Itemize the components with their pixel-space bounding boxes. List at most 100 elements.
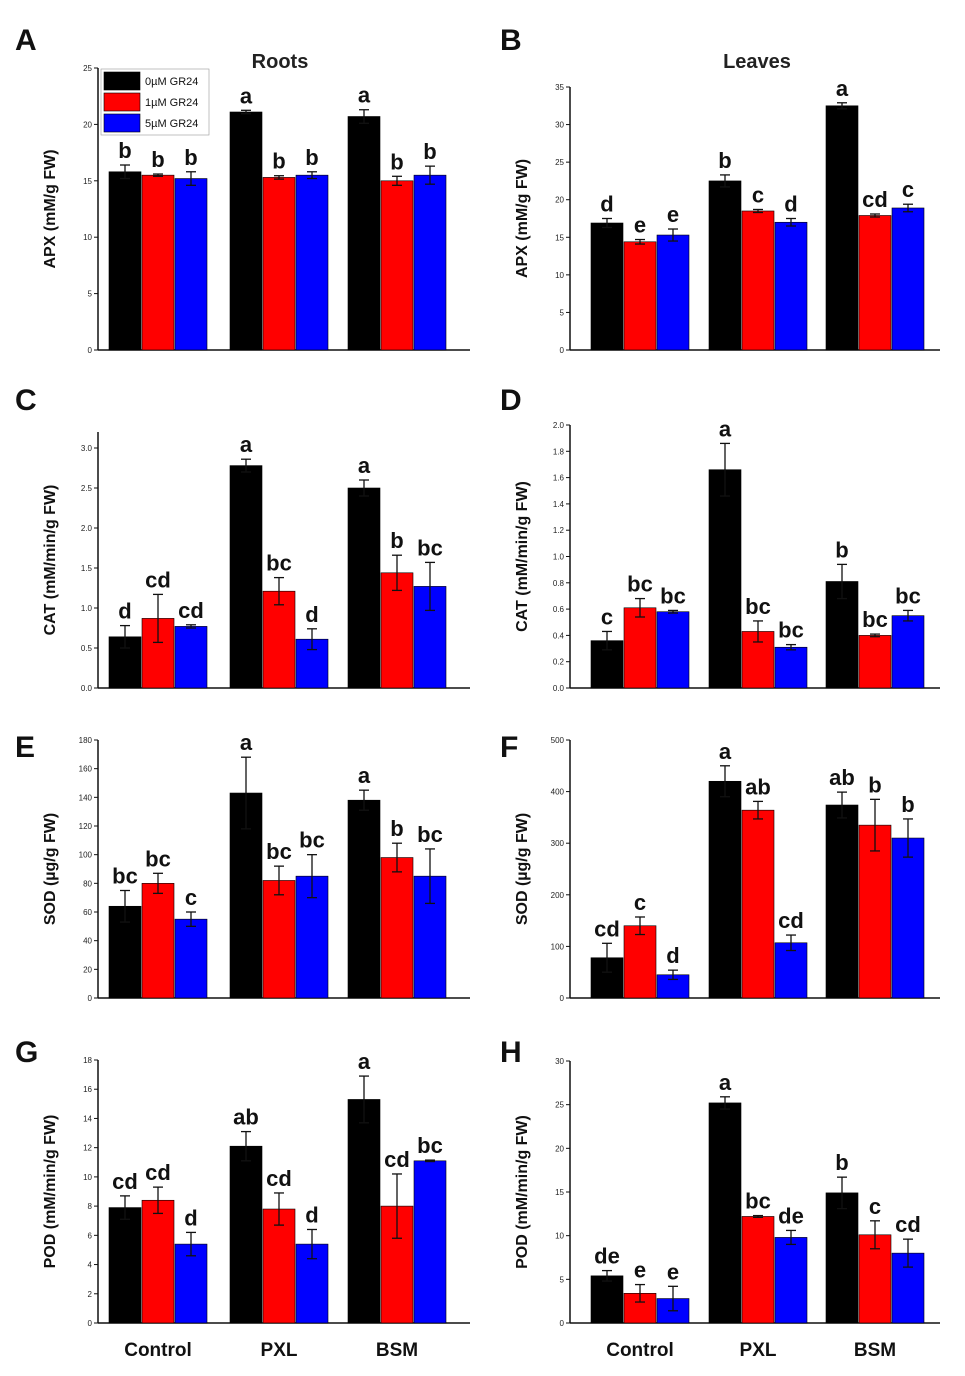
bar [858, 215, 892, 351]
significance-label: cd [862, 187, 888, 212]
y-tick-label: 140 [79, 793, 93, 802]
significance-label: b [868, 772, 881, 797]
significance-label: a [240, 730, 253, 755]
significance-label: cd [384, 1147, 410, 1172]
bar [141, 1199, 175, 1324]
significance-label: cd [778, 908, 804, 933]
y-tick-label: 1.8 [553, 447, 565, 456]
y-axis-label: POD (mM/min/g FW) [42, 1115, 59, 1269]
y-axis-label: CAT (mM/min/g FW) [514, 481, 531, 632]
bar [858, 1234, 892, 1324]
bar [774, 1237, 808, 1324]
significance-label: a [836, 76, 849, 101]
bar [708, 469, 742, 689]
bar [229, 1145, 263, 1324]
bar [380, 857, 414, 999]
significance-label: bc [266, 551, 292, 576]
significance-label: b [718, 148, 731, 173]
y-tick-label: 0 [88, 346, 93, 355]
bar [708, 180, 742, 351]
bar [708, 780, 742, 999]
bar [174, 1243, 208, 1324]
category-label: PXL [740, 1340, 777, 1361]
significance-label: cd [895, 1212, 921, 1237]
significance-label: bc [745, 1189, 771, 1214]
y-tick-label: 25 [555, 1101, 564, 1110]
significance-label: ab [829, 765, 855, 790]
significance-label: ab [233, 1105, 259, 1130]
significance-label: a [358, 83, 371, 108]
y-tick-label: 0.8 [553, 579, 565, 588]
panel-c: C 0.0 0.5 1.0 1.5 2.0 2.5 3.0 CAT (mM/min/g FW) d… [15, 384, 470, 693]
y-tick-label: 1.4 [553, 500, 565, 509]
bar [774, 221, 808, 351]
bar [590, 957, 624, 999]
significance-label: b [390, 149, 403, 174]
significance-label: e [634, 213, 646, 238]
significance-label: d [118, 599, 131, 624]
bar [858, 635, 892, 689]
significance-label: c [634, 890, 646, 915]
y-tick-label: 60 [83, 908, 92, 917]
bar [174, 626, 208, 689]
significance-label: bc [778, 618, 804, 643]
bar [858, 824, 892, 999]
y-tick-label: 25 [83, 64, 92, 73]
bar [262, 1208, 296, 1324]
panel-letter: D [500, 384, 522, 417]
bar [141, 883, 175, 999]
significance-label: cd [178, 598, 204, 623]
significance-label: a [719, 416, 732, 441]
y-tick-label: 0 [88, 1319, 93, 1328]
y-axis-label: APX (mM/g FW) [42, 149, 59, 268]
bar [229, 111, 263, 351]
significance-label: bc [266, 839, 292, 864]
y-axis-label: CAT (mM/min/g FW) [42, 485, 59, 636]
y-tick-label: 4 [88, 1261, 93, 1270]
bar [741, 809, 775, 999]
y-tick-label: 1.6 [553, 474, 565, 483]
y-tick-label: 20 [555, 196, 564, 205]
bar [413, 174, 447, 351]
significance-label: c [752, 182, 764, 207]
bar [347, 487, 381, 689]
category-label: PXL [261, 1340, 298, 1361]
y-tick-label: 14 [83, 1114, 92, 1123]
bar [741, 1216, 775, 1324]
bar [380, 180, 414, 351]
significance-label: cd [145, 567, 171, 592]
bar [229, 465, 263, 689]
bar [623, 607, 657, 689]
significance-label: c [185, 885, 197, 910]
y-tick-label: 6 [88, 1231, 93, 1240]
y-tick-label: 18 [83, 1056, 92, 1065]
significance-label: d [666, 943, 679, 968]
y-tick-label: 300 [551, 839, 565, 848]
y-tick-label: 100 [79, 851, 93, 860]
y-tick-label: 12 [83, 1144, 92, 1153]
bar [656, 611, 690, 689]
y-tick-label: 180 [79, 736, 93, 745]
y-tick-label: 0 [560, 1319, 565, 1328]
bar [891, 207, 925, 351]
y-tick-label: 200 [551, 891, 565, 900]
y-tick-label: 10 [555, 1232, 564, 1241]
y-tick-label: 0.6 [553, 605, 565, 614]
y-axis-label: APX (mM/g FW) [514, 159, 531, 278]
bar [347, 116, 381, 351]
significance-label: b [118, 138, 131, 163]
y-tick-label: 100 [551, 942, 565, 951]
significance-label: a [719, 739, 732, 764]
y-tick-label: 0 [88, 994, 93, 1003]
bar [891, 837, 925, 999]
y-axis-label: POD (mM/min/g FW) [514, 1115, 531, 1269]
panel-d: D 0.0 0.2 0.4 0.6 0.8 1.0 1.2 1.4 1.6 1.8 2.0 CAT (m… [500, 384, 940, 693]
y-tick-label: 16 [83, 1085, 92, 1094]
significance-label: bc [299, 828, 325, 853]
bar [825, 581, 859, 689]
y-tick-label: 0 [560, 346, 565, 355]
